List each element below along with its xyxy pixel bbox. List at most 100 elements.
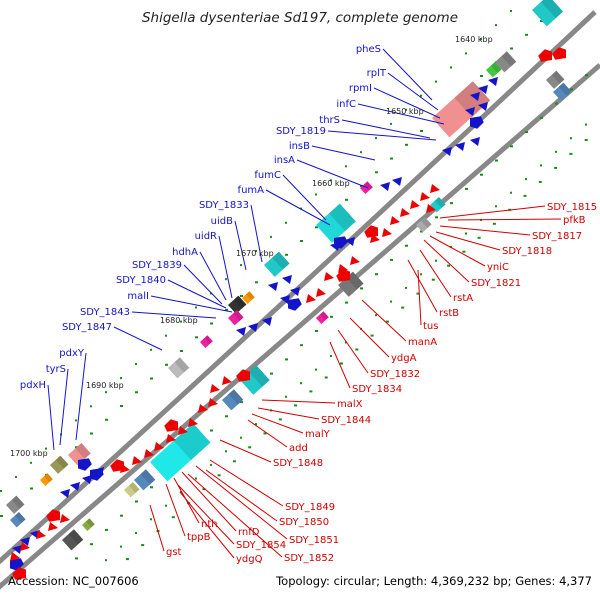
gene-arrow [455,142,465,151]
gene-label[interactable]: rstA [453,293,473,304]
tick-mark [309,390,313,393]
gene-label[interactable]: pheS [356,44,381,55]
tick-mark [555,150,557,153]
gene-label[interactable]: SDY_1843 [80,307,130,318]
gene-label[interactable]: malY [305,429,331,440]
gene-label[interactable]: SDY_1839 [132,260,182,271]
gene-label[interactable]: add [289,443,308,454]
gene-label[interactable]: pdxY [59,348,85,359]
gene-label[interactable]: SDY_1833 [199,200,249,211]
tick-mark [0,515,3,517]
gene-label[interactable]: SDY_1817 [532,231,582,242]
gene-box-shade [204,335,213,345]
gene-box [134,469,156,491]
gene-box [553,82,572,101]
leader-line [407,259,438,313]
gene-box-fill [62,529,84,551]
gene-arrow [400,208,410,217]
gene-label[interactable]: ydgQ [236,554,263,565]
leader-line [349,317,390,358]
tick-mark [416,292,420,295]
gene-label[interactable]: SDY_1834 [352,384,402,395]
leader-line [387,72,439,111]
gene-label[interactable]: SDY_1847 [62,322,112,333]
gene-label[interactable]: uidR [195,231,217,242]
gene-box [62,529,84,551]
gene-label[interactable]: SDY_1852 [284,553,334,564]
gene-label[interactable]: tppB [187,532,211,543]
leader-line [165,483,186,537]
gene-label[interactable]: SDY_1854 [236,540,286,551]
tick-mark [150,377,153,380]
ruler-labels: 1640 kbp 1650 kbp 1660 kbp 1670 kbp 1680… [10,35,493,458]
gene-arrow [60,489,70,498]
gene-box [228,295,247,314]
leader-line [218,235,233,299]
gene-box-shade [501,51,517,67]
gene-label[interactable]: insA [274,155,295,166]
tick-mark [285,358,288,361]
gene-label[interactable]: SDY_1844 [321,415,371,426]
gene-label[interactable]: malX [337,399,363,410]
gene-label[interactable]: SDY_1819 [276,126,326,137]
gene-label[interactable]: uidB [211,216,233,227]
gene-label[interactable]: thrS [319,115,340,126]
gene-label[interactable]: SDY_1821 [471,278,521,289]
gene-box [10,511,26,528]
gene-label[interactable]: malI [127,291,149,302]
gene-box-fill [124,481,140,498]
gene-label[interactable]: SDY_1840 [116,275,166,286]
tick-mark [555,102,558,105]
gene-label[interactable]: pdxH [20,380,46,391]
tick-mark [30,487,33,490]
leader-line [247,419,288,448]
gene-label[interactable]: SDY_1832 [370,369,420,380]
gene-arrow [144,449,154,458]
tick-mark [195,336,198,339]
gene-box [495,51,517,73]
gene-label[interactable]: ydgA [391,353,417,364]
gene-label[interactable]: SDY_1848 [273,458,323,469]
gene-label[interactable]: rplT [367,68,387,79]
leader-line [341,119,431,139]
gene-label[interactable]: tyrS [46,364,66,375]
tick-mark [255,423,257,426]
gene-label[interactable]: yniC [487,262,509,273]
gene-arrow [198,404,208,413]
tick-mark [120,545,122,548]
gene-label[interactable]: fumA [238,185,265,196]
leader-line [447,218,562,221]
gene-arrow [166,434,176,443]
gene-label[interactable]: SDY_1815 [547,202,597,213]
tick-mark [75,446,78,449]
gene-label[interactable]: fumC [254,170,281,181]
gene-label[interactable]: SDY_1818 [502,246,552,257]
gene-label[interactable]: SDY_1849 [285,502,335,513]
gene-label[interactable]: insB [289,141,310,152]
tick-mark [285,253,288,256]
gene-label[interactable]: manA [408,337,437,348]
gene-arrow [478,102,488,111]
tick-mark [225,308,228,311]
gene-block [364,225,379,238]
gene-box-shade [11,495,25,509]
gene-label[interactable]: SDY_1851 [289,535,339,546]
gene-label[interactable]: gst [166,547,182,558]
gene-label[interactable]: infC [336,99,356,110]
gene-label[interactable]: pfkB [563,215,586,226]
gene-label[interactable]: rnfD [238,527,260,538]
gene-label[interactable]: nth [201,519,218,530]
gene-label[interactable]: hdhA [172,247,198,258]
gene-label[interactable]: rpmI [349,83,372,94]
gene-box-shade [86,518,95,528]
gene-block [90,468,104,481]
gene-label[interactable]: tus [423,321,438,332]
leader-line [382,48,433,101]
gene-box [228,309,244,326]
gene-label[interactable]: SDY_1850 [279,517,329,528]
gene-box-shade [454,81,491,118]
gene-label[interactable]: rstB [439,308,459,319]
forward-gene-labels: pheS rplT rpmI infC thrS SDY_1819 insB i… [20,44,387,391]
gene-box-fill [228,295,247,314]
gene-box-shade [540,0,564,19]
